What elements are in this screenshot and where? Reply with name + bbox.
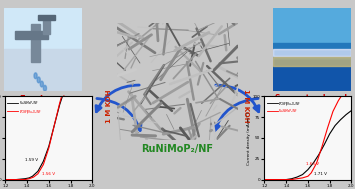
Ellipse shape <box>40 81 43 87</box>
Bar <box>273 60 351 91</box>
Text: 1.71 V: 1.71 V <box>315 172 327 176</box>
Text: 1.59 V: 1.59 V <box>25 158 38 162</box>
Text: 1 M KOH: 1 M KOH <box>106 89 112 123</box>
Bar <box>273 43 351 62</box>
Text: 1 M KOH: 1 M KOH <box>243 89 248 123</box>
Bar <box>273 49 351 56</box>
Text: Ru₃NiMoP₂/NF: Ru₃NiMoP₂/NF <box>279 109 297 113</box>
Text: Sea water, Israel: Sea water, Israel <box>275 94 346 104</box>
Bar <box>4 8 82 49</box>
Ellipse shape <box>43 85 47 91</box>
Bar <box>38 15 55 20</box>
Text: H₂ + O₂: H₂ + O₂ <box>282 161 333 174</box>
Bar <box>273 57 351 66</box>
Y-axis label: Current density (mAcm⁻²): Current density (mAcm⁻²) <box>247 111 251 165</box>
Text: 1.56 V: 1.56 V <box>42 172 55 176</box>
Ellipse shape <box>37 77 40 83</box>
Text: RuNiMoP₂/NF: RuNiMoP₂/NF <box>142 144 213 154</box>
Text: P/CNF‖Ru₂O₃/NF: P/CNF‖Ru₂O₃/NF <box>20 109 41 113</box>
Text: H₂ + O₂: H₂ + O₂ <box>22 161 73 174</box>
Bar <box>4 49 82 91</box>
Text: 1.63 V: 1.63 V <box>306 162 320 166</box>
Text: Ru₃NiMoP₂/NF: Ru₃NiMoP₂/NF <box>20 101 38 105</box>
Text: Fresh water: Fresh water <box>20 94 76 104</box>
Text: P/CNF‖Ru₂O₃/NF: P/CNF‖Ru₂O₃/NF <box>279 101 300 105</box>
Bar <box>15 31 48 39</box>
Bar <box>43 18 50 34</box>
Bar <box>273 8 351 45</box>
Bar <box>31 24 40 62</box>
Ellipse shape <box>34 73 37 79</box>
